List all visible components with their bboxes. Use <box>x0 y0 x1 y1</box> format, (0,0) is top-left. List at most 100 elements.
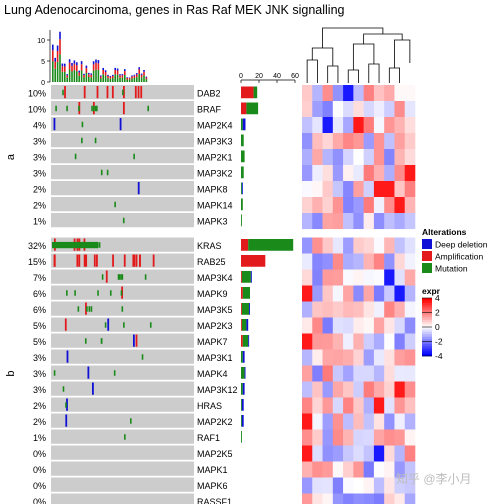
event-KRAS-mutation-block <box>52 241 98 249</box>
top-bar-sample-5-amplification <box>61 66 64 72</box>
oncoprint-row-MAP3K2 <box>51 165 194 180</box>
oncoprint-row-RAB25 <box>51 253 194 268</box>
expr-cell-MAP3K3-5 <box>343 133 354 150</box>
expr-cell-MAP3K1-1 <box>302 349 313 366</box>
expr-cell-MAP3K5-8 <box>373 301 385 318</box>
expr-cell-MAP2K2-2 <box>312 413 323 430</box>
expr-cell-KRAS-6 <box>353 237 364 254</box>
event-MAPK4-deletion-1 <box>87 366 90 379</box>
expr-cell-MAPK6-7 <box>363 477 375 494</box>
oncoprint-row-MAPK4 <box>51 365 194 380</box>
expr-cell-MAPK14-5 <box>343 197 354 214</box>
pct-label-RASSF1: 0% <box>33 497 46 504</box>
event-BRAF-amplification-2 <box>122 102 125 115</box>
top-bar-sample-31-deletion <box>124 69 126 72</box>
oncoprint-row-RAF1 <box>51 429 194 444</box>
top-bar-sample-9-amplification <box>71 65 73 72</box>
top-bar-sample-2-mutation <box>54 68 56 82</box>
event-RAB25-amplification-4 <box>93 254 96 267</box>
expr-cell-BRAF-10 <box>394 101 406 118</box>
expr-cell-BRAF-2 <box>312 101 323 118</box>
top-bar-sample-31-mutation <box>124 74 126 82</box>
top-bar-sample-33-deletion <box>128 77 131 79</box>
expr-cell-HRAS-9 <box>384 397 395 414</box>
expr-cell-MAPK9-10 <box>394 285 406 302</box>
event-BRAF-mutation-6 <box>94 105 97 112</box>
expr-cell-KRAS-10 <box>394 237 406 254</box>
expr-cell-RAB25-2 <box>312 253 323 270</box>
event-DAB2-mutation-10 <box>62 89 64 96</box>
gene-label-KRAS: KRAS <box>197 241 222 251</box>
expr-cell-MAPK7-1 <box>302 333 313 350</box>
expr-cell-DAB2-4 <box>332 85 344 102</box>
oncoprint-row-MAPK7 <box>51 333 194 348</box>
top-bar-sample-12-deletion <box>78 70 80 73</box>
event-MAP2K3-mutation-4 <box>123 322 125 328</box>
top-bar-sample-25-mutation <box>109 78 112 82</box>
event-MAP3K4-mutation-4 <box>120 274 122 280</box>
dendrogram-branch-1 <box>306 59 318 83</box>
oncoprint-row-MAP2K4 <box>51 117 194 132</box>
expr-cell-MAP2K1-5 <box>343 149 354 166</box>
expr-cell-MAPK3-3 <box>322 213 334 230</box>
expr-cell-MAP2K4-3 <box>322 117 334 134</box>
top-bar-sample-17-mutation <box>90 77 92 82</box>
expr-cell-MAP3K4-2 <box>312 269 323 286</box>
event-MAP2K4-deletion-1 <box>119 118 122 131</box>
top-bar-sample-4-mutation <box>59 54 61 82</box>
expr-cell-MAPK14-2 <box>312 197 323 214</box>
expr-cell-RASSF1-3 <box>322 493 334 504</box>
top-bar-sample-25-amplification <box>109 76 112 79</box>
top-bar-sample-28-amplification <box>116 70 119 75</box>
right-bar-MAP3K5-mutation <box>241 303 250 315</box>
right-bar-MAP2K3-mutation <box>241 319 247 331</box>
legend-expr-gradient-step-5 <box>422 307 432 311</box>
event-DAB2-amplification-2 <box>140 86 143 99</box>
top-bar-sample-21-amplification <box>100 76 102 79</box>
expr-cell-MAPK14-3 <box>322 197 334 214</box>
top-bar-sample-27-mutation <box>114 74 116 82</box>
gene-label-MAP3K5: MAP3K5 <box>197 305 233 315</box>
expr-cell-MAP3K4-8 <box>373 269 385 286</box>
oncoprint-row-MAPK14 <box>51 197 194 212</box>
legend-expr-gradient-step-17 <box>422 336 432 340</box>
top-bar-sample-21-deletion <box>100 75 102 77</box>
expr-cell-MAP2K1-3 <box>322 149 334 166</box>
expr-cell-MAP2K2-1 <box>302 413 313 430</box>
dendrogram-branch-3 <box>347 69 359 83</box>
top-bar-sample-40-amplification <box>145 77 148 80</box>
expr-cell-MAPK7-2 <box>312 333 323 350</box>
oncoprint-row-RASSF1 <box>51 493 194 504</box>
right-bar-BRAF-amplification <box>241 102 247 115</box>
expr-cell-MAPK6-8 <box>373 477 385 494</box>
expr-cell-RAF1-4 <box>332 429 344 446</box>
top-bar-sample-10-deletion <box>73 60 76 64</box>
oncoprint-row-MAPK6 <box>51 477 194 492</box>
gene-label-MAP2K4: MAP2K4 <box>197 121 233 131</box>
expr-cell-HRAS-4 <box>332 397 344 414</box>
top-bar-sample-12-mutation <box>78 75 80 82</box>
expr-cell-HRAS-6 <box>353 397 364 414</box>
expr-cell-BRAF-11 <box>404 101 416 118</box>
expr-cell-HRAS-11 <box>404 397 416 414</box>
top-bar-sample-14-mutation <box>83 77 85 82</box>
expr-cell-RASSF1-7 <box>363 493 375 504</box>
expr-cell-MAP2K4-11 <box>404 117 416 134</box>
legend-expr-gradient-step-15 <box>422 331 432 335</box>
expr-cell-BRAF-7 <box>363 101 375 118</box>
expr-cell-MAPK14-10 <box>394 197 406 214</box>
expr-cell-MAP3K12-5 <box>343 381 354 398</box>
oncoprint-row-MAP2K2 <box>51 413 194 428</box>
expr-cell-MAP3K1-9 <box>384 349 395 366</box>
right-bar-MAPK9-amplification <box>241 287 243 299</box>
expr-cell-MAP2K2-6 <box>353 413 364 430</box>
expr-cell-BRAF-6 <box>353 101 364 118</box>
expr-cell-MAP3K2-5 <box>343 165 354 182</box>
expr-cell-MAPK7-8 <box>373 333 385 350</box>
expr-cell-MAP3K3-7 <box>363 133 375 150</box>
expr-cell-MAP2K3-1 <box>302 317 313 334</box>
event-KRAS-mutation-21 <box>98 242 101 248</box>
top-bar-sample-6-amplification <box>64 66 66 72</box>
top-bar-sample-19-deletion <box>95 59 97 63</box>
expr-cell-MAP3K5-10 <box>394 301 406 318</box>
